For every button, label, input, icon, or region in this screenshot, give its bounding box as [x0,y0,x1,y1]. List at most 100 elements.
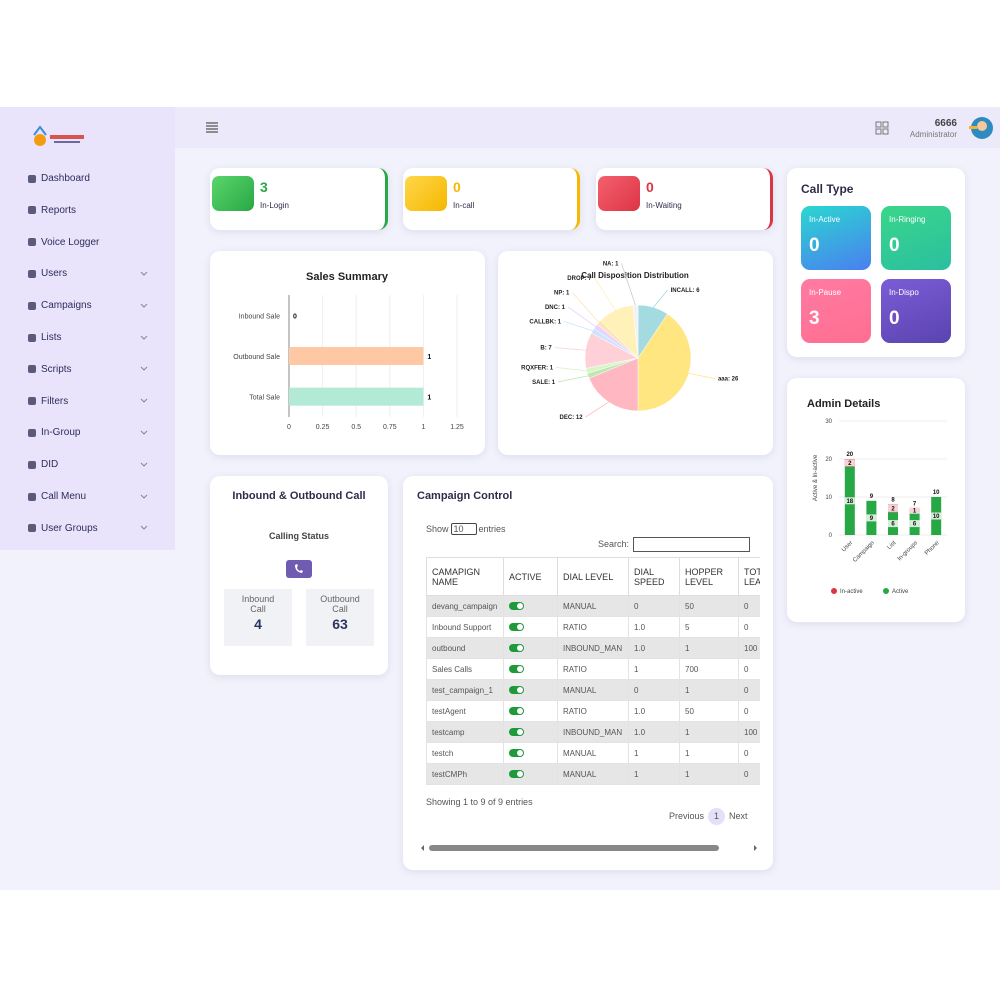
menu-item[interactable]: Dashboard [28,173,148,184]
chevron [140,462,148,467]
menu-item[interactable]: User Groups [28,523,148,534]
table-cell: 1 [679,763,739,785]
prev-button[interactable]: Previous [669,811,705,821]
menu-item[interactable]: Call Menu [28,491,148,502]
label-box [866,514,877,522]
column-header[interactable]: ACTIVE [503,557,558,596]
call-button[interactable] [286,560,312,578]
table-cell: 5 [679,616,739,638]
column-header[interactable]: TOTAL LEADS [738,557,760,596]
chart: Call Disposition Distribution INCALL: 6 aa… [521,261,739,421]
menu-item[interactable]: Lists [28,332,148,343]
chevron [140,494,148,499]
leader-line [585,401,609,418]
menu-item[interactable]: Scripts [28,364,148,375]
leader-line [594,277,616,311]
avatar[interactable] [969,115,995,141]
data-label: NA: 1 [603,261,619,267]
x-tick-label: User [841,540,854,553]
menu-item[interactable]: In-Group [28,427,148,438]
segment-label: 2 [891,506,895,512]
tile-value: 0 [889,235,900,256]
menu-label: Dashboard [41,173,90,184]
active-toggle[interactable] [509,707,524,716]
active-toggle[interactable] [509,602,524,611]
apps-icon[interactable] [875,121,889,135]
card-title: Call Type [801,182,854,196]
data-label: DNC: 1 [545,305,566,311]
menu-toggle[interactable] [205,121,219,133]
table-cell: 0 [628,679,680,701]
table-cell: 1 [628,658,680,680]
table-cell [503,742,558,764]
data-label: DEC: 12 [560,415,584,421]
chevron [140,271,148,276]
scrollbar[interactable] [419,843,759,853]
label-box [844,497,855,505]
active-toggle[interactable] [509,644,524,653]
chevron [140,398,148,403]
menu-icon [28,206,36,215]
active-toggle[interactable] [509,770,524,779]
page-button[interactable]: 1 [708,808,725,825]
card-subtitle: Calling Status [268,531,329,541]
x-tick-label: Campaign [852,540,876,564]
table-cell: MANUAL [557,763,629,785]
menu-icon [28,333,36,342]
menu-icon [28,428,36,437]
table-cell: MANUAL [557,679,629,701]
column-header[interactable]: DIAL LEVEL [557,557,629,596]
chevron-path [140,271,148,276]
stat-icon [598,176,640,211]
next-button[interactable]: Next [729,811,748,821]
page-size-select[interactable]: 10 [450,523,477,535]
table-cell: devang_campaign [426,595,504,617]
x-tick-label: 1.25 [450,424,464,431]
table-cell: 1 [679,637,739,659]
card-title: Campaign Control [417,490,513,502]
label-box [888,520,898,528]
search-label: Search: [598,539,630,549]
menu-icon [28,174,36,183]
menu-item[interactable]: Filters [28,396,148,407]
table-cell: MANUAL [557,595,629,617]
column-header[interactable]: DIAL SPEED [628,557,680,596]
active-toggle[interactable] [509,665,524,674]
menu-item[interactable]: DID [28,459,148,470]
table-cell [503,637,558,659]
call-type-tile: In-Active 0 [801,206,871,270]
active-toggle[interactable] [509,728,524,737]
data-label: RQXFER: 1 [521,365,554,371]
menu-label: DID [41,459,59,471]
menu-item[interactable]: Campaigns [28,300,148,311]
call-type-tile: In-Pause 3 [801,279,871,343]
menu-item[interactable]: Users [28,268,148,279]
table-cell: 1 [679,679,739,701]
bar [289,387,424,406]
active-toggle[interactable] [509,623,524,632]
menu-item[interactable]: Voice Logger [28,237,148,248]
table-info: Showing 1 to 9 of 9 entries [426,797,533,807]
column-header[interactable]: CAMAPIGN NAME [426,557,504,596]
campaign-card: Campaign Control Show 10 entries Search:… [403,476,773,870]
active-toggle[interactable] [509,749,524,758]
stat-icon [405,176,447,211]
menu-label: Scripts [41,363,72,375]
pie-slice [637,313,692,412]
table-cell: 100 [738,637,760,659]
active-toggle[interactable] [509,686,524,695]
menu-icon [28,397,36,406]
app: Dashboard Reports Voice Logger Users Campaig… [0,107,1000,890]
menu-label: Campaigns [41,300,92,312]
table-cell [503,700,558,722]
column-header[interactable]: HOPPER LEVEL [679,557,739,596]
total-label: 7 [913,501,917,507]
search-input[interactable] [633,537,750,552]
menu-icon [28,365,36,374]
user-id: 6666 [934,118,957,129]
table-row: test_campaign_1 MANUAL 0 1 0 [426,679,760,701]
menu-item[interactable]: Reports [28,205,148,216]
segment-label: 2 [848,461,852,467]
table-row: testch MANUAL 1 1 0 [426,742,760,764]
leader-line [567,306,596,327]
